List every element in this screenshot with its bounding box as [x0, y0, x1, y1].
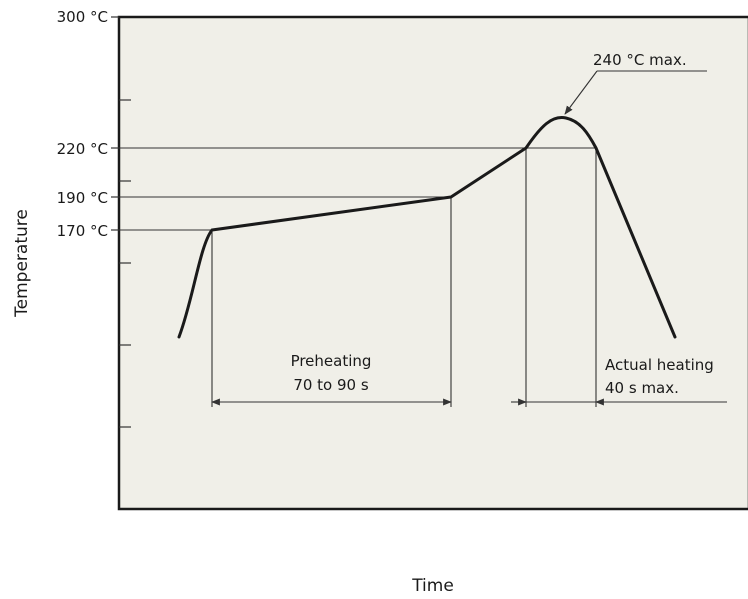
y-tick-label-170: 170 °C [57, 222, 108, 240]
temperature-profile-curve [177, 116, 677, 339]
y-axis-title: Temperature [12, 209, 32, 318]
y-axis-ticks [111, 16, 131, 428]
y-tick-label-300: 300 °C [57, 8, 108, 26]
preheat-label-line2: 70 to 90 s [293, 376, 369, 394]
y-tick-label-190: 190 °C [57, 189, 108, 207]
y-tick-label-220: 220 °C [57, 140, 108, 158]
preheat-label-line1: Preheating [291, 352, 372, 370]
peak-label: 240 °C max. [593, 51, 687, 69]
time-guide-lines [211, 148, 597, 407]
temperature-guide-lines [119, 147, 596, 231]
x-axis-title: Time [411, 576, 454, 596]
heating-label-line2: 40 s max. [605, 379, 679, 397]
plot-area [117, 15, 748, 511]
peak-leader-arrow [564, 70, 598, 115]
heating-label-line1: Actual heating [605, 356, 714, 374]
